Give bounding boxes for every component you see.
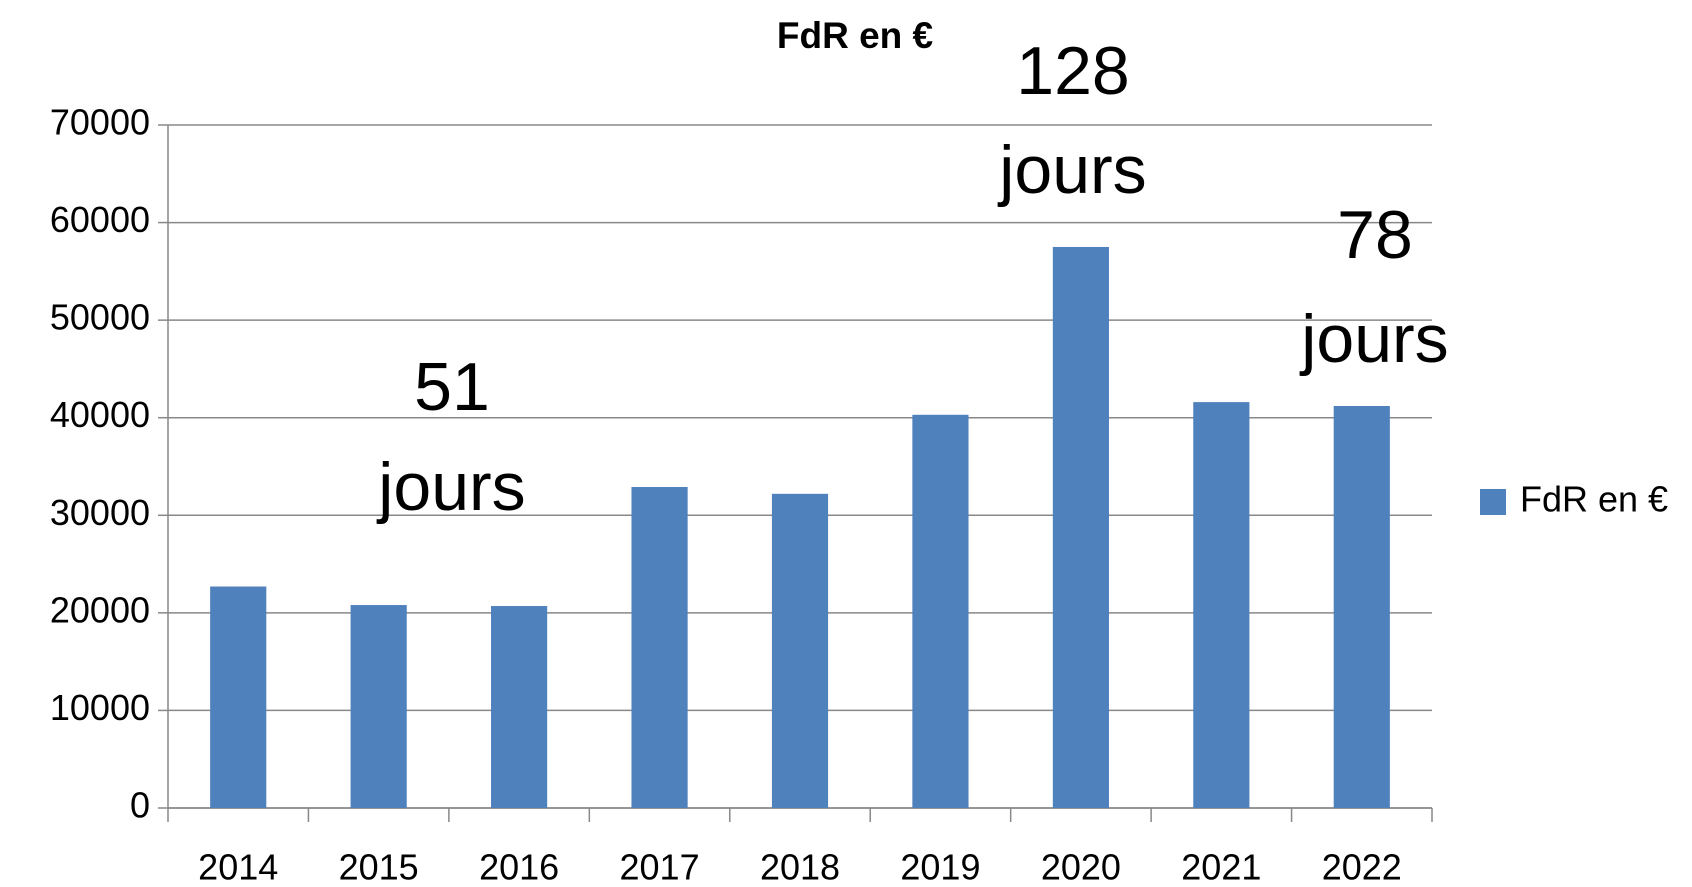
y-tick-label: 0 <box>130 785 150 826</box>
legend-swatch <box>1480 489 1506 515</box>
annotation: jours <box>1299 301 1448 377</box>
x-tick-label: 2022 <box>1322 847 1402 887</box>
legend-label: FdR en € <box>1520 479 1668 520</box>
x-tick-label: 2020 <box>1041 847 1121 887</box>
y-tick-label: 40000 <box>50 394 150 435</box>
annotation: 78 <box>1337 197 1413 273</box>
x-tick-label: 2019 <box>900 847 980 887</box>
bar <box>1333 406 1390 808</box>
bar <box>350 605 407 808</box>
annotation: jours <box>997 132 1146 208</box>
x-tick-label: 2016 <box>479 847 559 887</box>
bar <box>210 586 267 808</box>
x-tick-label: 2017 <box>620 847 700 887</box>
y-tick-label: 60000 <box>50 199 150 240</box>
y-tick-label: 70000 <box>50 102 150 143</box>
bar <box>1052 246 1109 808</box>
x-tick-label: 2015 <box>339 847 419 887</box>
x-tick-label: 2021 <box>1181 847 1261 887</box>
annotation: jours <box>376 449 525 525</box>
bar <box>771 493 829 808</box>
y-tick-label: 50000 <box>50 297 150 338</box>
y-tick-label: 10000 <box>50 687 150 728</box>
bar <box>631 486 688 808</box>
bar <box>491 606 548 808</box>
bar <box>912 414 969 808</box>
y-tick-label: 20000 <box>50 589 150 630</box>
x-tick-label: 2014 <box>198 847 278 887</box>
annotation: 51 <box>414 349 490 425</box>
x-tick-label: 2018 <box>760 847 840 887</box>
y-tick-label: 30000 <box>50 492 150 533</box>
chart-title: FdR en € <box>777 15 933 56</box>
bar <box>1193 402 1250 808</box>
annotation: 128 <box>1016 33 1129 109</box>
